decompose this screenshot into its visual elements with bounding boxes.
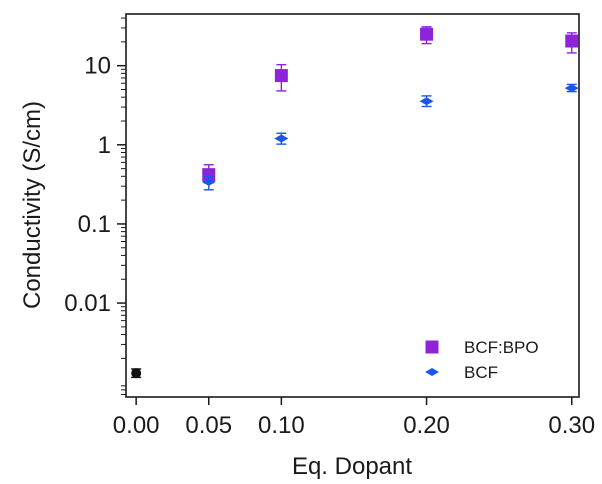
square-point [202,168,216,182]
data-marks [131,26,579,379]
y-axis-label: Conductivity (S/cm) [19,101,46,309]
diamond-point [419,97,434,106]
x-tick-label: 0.30 [548,412,595,439]
plot-frame [125,13,580,398]
legend-label: BCF:BPO [464,338,539,357]
square-point [274,69,288,83]
circle-point [131,368,142,379]
legend: BCF:BPO BCF [425,338,539,382]
y-tick-label: 0.01 [64,290,111,317]
diamond-point [274,134,289,143]
x-tick-label: 0.00 [113,412,160,439]
diamond-point [201,177,216,186]
legend-label: BCF [464,363,498,382]
x-tick-label: 0.20 [403,412,450,439]
x-tick-label: 0.05 [185,412,232,439]
legend-marker-square [425,340,439,354]
square-point [420,27,434,41]
y-tick-label: 0.1 [78,211,111,238]
axis-ticks: 0.00 0.05 0.10 0.20 0.30 0.01 0.1 1 10 [64,17,595,439]
x-axis-label: Eq. Dopant [292,453,412,480]
y-tick-label: 10 [84,53,111,80]
legend-marker-diamond [425,368,439,376]
y-tick-label: 1 [98,132,111,159]
square-point [565,34,579,48]
diamond-point [564,84,579,93]
x-tick-label: 0.10 [258,412,305,439]
